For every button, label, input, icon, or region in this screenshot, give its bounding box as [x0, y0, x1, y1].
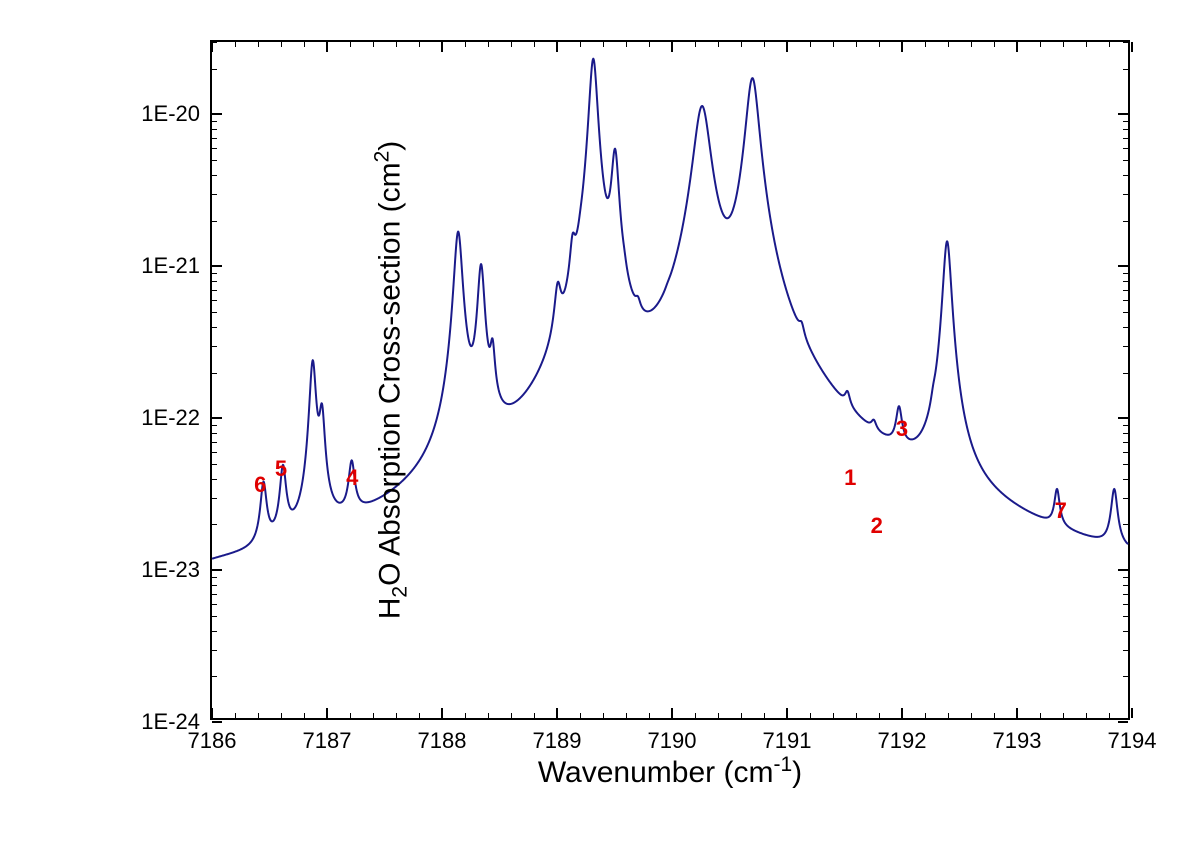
peak-annotation-1: 1	[844, 465, 856, 491]
peak-annotation-3: 3	[896, 416, 908, 442]
spectrum-chart: 1E-241E-231E-221E-211E-20718671877188718…	[100, 20, 1150, 790]
peak-annotation-7: 7	[1055, 498, 1067, 524]
peak-annotation-6: 6	[254, 472, 266, 498]
x-tick-label: 7187	[303, 728, 352, 754]
x-tick-label: 7190	[648, 728, 697, 754]
x-tick-label: 7192	[878, 728, 927, 754]
y-tick-label: 1E-21	[141, 253, 200, 279]
x-tick-label: 7186	[188, 728, 237, 754]
y-tick-label: 1E-22	[141, 405, 200, 431]
x-tick-label: 7193	[993, 728, 1042, 754]
x-tick-label: 7189	[533, 728, 582, 754]
y-axis-label: H2O Absorption Cross-section (cm2)	[370, 141, 412, 620]
spectrum-line	[212, 42, 1128, 718]
x-axis-label: Wavenumber (cm-1)	[538, 753, 802, 790]
y-tick-label: 1E-23	[141, 557, 200, 583]
peak-annotation-2: 2	[871, 513, 883, 539]
x-tick-label: 7191	[763, 728, 812, 754]
peak-annotation-5: 5	[275, 456, 287, 482]
x-tick-label: 7194	[1108, 728, 1157, 754]
y-tick-label: 1E-20	[141, 101, 200, 127]
peak-annotation-4: 4	[346, 465, 358, 491]
x-tick-label: 7188	[418, 728, 467, 754]
plot-area: 1E-241E-231E-221E-211E-20718671877188718…	[210, 40, 1130, 720]
